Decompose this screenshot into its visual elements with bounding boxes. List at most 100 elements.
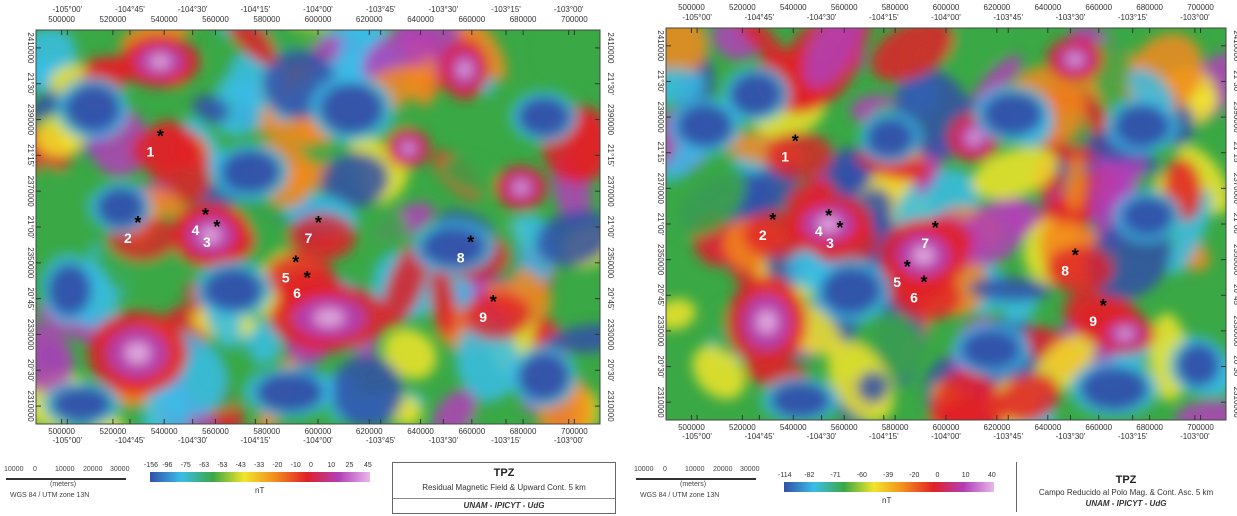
right-right-lat-tick: 20°45' [1232,284,1237,307]
left-top-lon-tick: -105°00' [53,5,83,14]
legend-tick-label: 25 [345,462,354,469]
left-projection: WGS 84 / UTM zone 13N [10,492,90,499]
right-point-label-2: 2 [759,227,767,243]
left-point-label-3: 3 [203,234,211,250]
right-top-utm-tick: 600000 [933,3,960,12]
left-top-utm-tick: 700000 [561,15,588,24]
left-left-lat-tick: 20°30' [26,359,35,382]
right-title-box: TPZ Campo Reducido al Polo Mag. & Cont. … [1016,462,1235,512]
right-top-utm-tick: 660000 [1085,3,1112,12]
legend-tick-label: 0 [309,462,313,469]
left-top-lon-tick: -104°15' [241,5,271,14]
right-top-lon-tick: -104°15' [869,13,899,22]
left-left-lat-tick: 2390000 [26,104,35,136]
right-top-lon-tick: -104°30' [807,13,837,22]
left-right-lat-tick: 21°30' [606,72,615,95]
left-point-star-6: * [304,268,311,288]
right-left-lat-tick: 20°45' [656,284,665,307]
right-title: TPZ [1115,474,1137,486]
right-bottom-utm-tick: 540000 [780,423,807,432]
left-bottom-utm-tick: 560000 [202,427,229,436]
left-point-star-8: * [467,233,474,253]
right-bottom-utm-tick: 580000 [882,423,909,432]
left-bottom-lon-tick: -103°30' [429,436,459,445]
left-scale-label-4: 30000 [110,466,130,473]
right-point-star-3: * [836,218,843,238]
right-scale-label-2: 10000 [685,466,705,473]
right-right-lat-tick: 21°00' [1232,213,1237,236]
right-top-utm-tick: 520000 [729,3,756,12]
right-top-lon-tick: -103°45' [993,13,1023,22]
right-scale-label-1: 0 [663,466,667,473]
right-map-svg: -105°00' -104°45' -104°30' -104°15' -104°00'… [656,3,1237,441]
right-point-star-7: * [932,218,939,238]
left-point-star-7: * [315,213,322,233]
left-anomaly-field [36,30,600,424]
left-top-utm-tick: 540000 [151,15,178,24]
right-top-utm-tick: 640000 [1034,3,1061,12]
left-top-utm-tick: 520000 [100,15,127,24]
left-point-star-4: * [202,205,209,225]
left-top-utm-tick: 680000 [510,15,537,24]
right-right-lat-tick: 2350000 [1232,244,1237,276]
right-point-label-8: 8 [1061,262,1069,278]
right-scale-label-3: 20000 [713,466,733,473]
right-bottom-lon-tick: -105°00' [682,432,712,441]
right-left-lat-tick: 21°00' [656,213,665,236]
right-bottom-lon-tick: -104°45' [745,432,775,441]
left-bottom-utm-tick: 600000 [305,427,332,436]
right-color-legend [784,482,994,492]
right-anomaly-field [666,28,1226,420]
left-right-lat-tick: 2410000 [606,32,615,64]
left-point-label-7: 7 [304,230,312,246]
right-scale-line [636,478,756,480]
right-right-lat-tick: 2370000 [1232,173,1237,205]
right-top-utm-tick: 620000 [984,3,1011,12]
legend-tick-label: 10 [961,472,970,479]
left-top-lon-tick: -103°45' [366,5,396,14]
legend-tick-label: -53 [217,462,228,469]
left-bottom-lon-tick: -104°00' [303,436,333,445]
right-top-lon-tick: -104°00' [931,13,961,22]
legend-tick-label: -96 [162,462,173,469]
right-right-lat-tick: 2310000 [1232,387,1237,419]
left-left-lat-tick: 21°30' [26,72,35,95]
right-top-utm-tick: 540000 [780,3,807,12]
legend-tick-label: 0 [935,472,940,479]
right-left-lat-tick: 21°30' [656,70,665,93]
legend-tick-label: -82 [804,472,815,479]
left-bottom-utm-tick: 520000 [100,427,127,436]
right-left-lat-tick: 2370000 [656,173,665,205]
left-left-lat-tick: 2370000 [26,176,35,208]
right-legend-unit: nT [882,496,892,505]
right-point-star-8: * [1072,245,1079,265]
left-right-lat-tick: 2350000 [606,247,615,279]
left-bottom-lon-tick: -103°45' [366,436,396,445]
left-point-label-9: 9 [479,309,487,325]
left-title-box: TPZ Residual Magnetic Field & Upward Con… [392,462,616,514]
legend-tick-label: -43 [235,462,246,469]
left-left-lat-tick: 20°45' [26,287,35,310]
right-bottom-utm-tick: 500000 [678,423,705,432]
left-bottom-utm-tick: 540000 [151,427,178,436]
left-point-label-6: 6 [293,285,301,301]
left-top-lon-tick: -104°00' [303,5,333,14]
left-bottom-utm-tick: 660000 [458,427,485,436]
left-bottom-lon-tick: -104°15' [241,436,271,445]
left-right-lat-tick: 2330000 [606,319,615,351]
left-title: TPZ [493,467,515,479]
left-right-lat-tick: 2390000 [606,104,615,136]
right-left-lat-tick: 2350000 [656,244,665,276]
left-bottom-utm-tick: 500000 [48,427,75,436]
left-right-lat-tick: 21°00' [606,216,615,239]
right-bottom-utm-tick: 660000 [1085,423,1112,432]
left-right-lat-tick: 2370000 [606,176,615,208]
right-bottom-utm-tick: 620000 [984,423,1011,432]
right-right-lat-tick: 2330000 [1232,315,1237,347]
left-point-star-3: * [213,217,220,237]
left-left-lat-tick: 2330000 [26,319,35,351]
left-scale-label-0: 10000 [4,466,24,473]
right-point-label-1: 1 [781,149,789,165]
left-top-lon-tick: -103°30' [429,5,459,14]
left-bottom-utm-tick: 580000 [253,427,280,436]
